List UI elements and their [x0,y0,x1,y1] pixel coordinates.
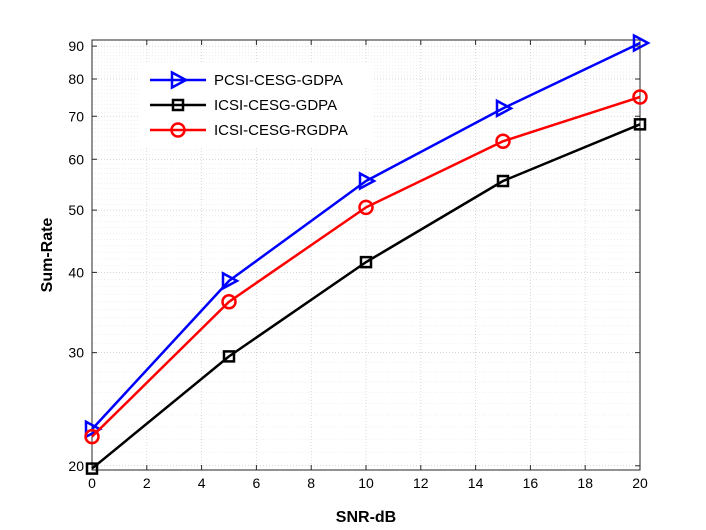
legend: PCSI-CESG-GDPA ICSI-CESG-GDPA ICSI-CESG-RG… [140,64,372,146]
data-point-icsi-cesg-rgdpa [221,294,237,310]
series-line-icsi-cesg-gdpa [91,123,641,470]
x-tick-label: 20 [632,475,648,491]
series-line-pcsi-cesg-gdpa [91,41,641,431]
data-point-icsi-cesg-rgdpa [495,133,511,150]
x-tick-label: 6 [253,475,261,491]
data-point-pcsi-cesg-gdpa [632,33,651,53]
legend-label-icsi-cesg-rgdpa: ICSI-CESG-RGDPA [214,122,348,139]
series-icsi-cesg-rgdpa [84,89,648,445]
legend-marker-pcsi-cesg-gdpa [170,70,189,90]
y-tick-label: 50 [68,202,84,218]
legend-items: PCSI-CESG-GDPA ICSI-CESG-GDPA ICSI-CESG-RG… [150,70,348,139]
x-tick-label: 16 [523,475,539,491]
x-tick-label: 18 [577,475,593,491]
x-tick-label: 4 [198,475,206,491]
data-point-icsi-cesg-gdpa [633,118,647,131]
y-tick-label: 90 [68,38,84,54]
x-tick-label: 0 [88,475,96,491]
x-tick-label: 10 [358,475,374,491]
legend-marker-icsi-cesg-rgdpa [170,122,186,138]
data-point-icsi-cesg-rgdpa [358,199,374,216]
data-point-icsi-cesg-gdpa [222,350,236,363]
series-line-icsi-cesg-rgdpa [91,95,641,438]
y-tick-label: 30 [68,345,84,361]
data-point-icsi-cesg-gdpa [359,255,373,269]
y-tick-label: 80 [68,71,84,87]
y-axis-title: Sum-Rate [39,218,56,293]
data-point-icsi-cesg-gdpa [496,174,510,188]
series-pcsi-cesg-gdpa [84,33,651,439]
y-tick-label: 40 [68,264,84,280]
y-tick-label: 70 [68,108,84,124]
series-layer [84,33,651,475]
legend-marker-icsi-cesg-gdpa [171,98,185,112]
y-tick-label: 60 [68,151,84,167]
x-tick-label: 12 [413,475,429,491]
data-point-pcsi-cesg-gdpa [358,171,377,191]
data-point-icsi-cesg-rgdpa [84,428,100,445]
data-point-icsi-cesg-gdpa [85,462,99,475]
data-point-pcsi-cesg-gdpa [84,419,103,439]
x-axis-title: SNR-dB [336,509,396,526]
y-tick-label: 20 [68,458,84,474]
x-tick-label: 8 [307,475,315,491]
legend-label-icsi-cesg-gdpa: ICSI-CESG-GDPA [214,97,337,114]
data-point-pcsi-cesg-gdpa [221,271,240,291]
series-icsi-cesg-gdpa [85,118,647,475]
axis-ticks: 0 2 4 6 8 10 12 14 16 18 20 20 30 40 50 60 70 80 90 [68,38,648,491]
legend-label-pcsi-cesg-gdpa: PCSI-CESG-GDPA [214,72,343,89]
x-tick-label: 14 [468,475,484,491]
data-point-pcsi-cesg-gdpa [495,98,514,118]
x-tick-label: 2 [143,475,151,491]
data-point-icsi-cesg-rgdpa [632,89,648,105]
